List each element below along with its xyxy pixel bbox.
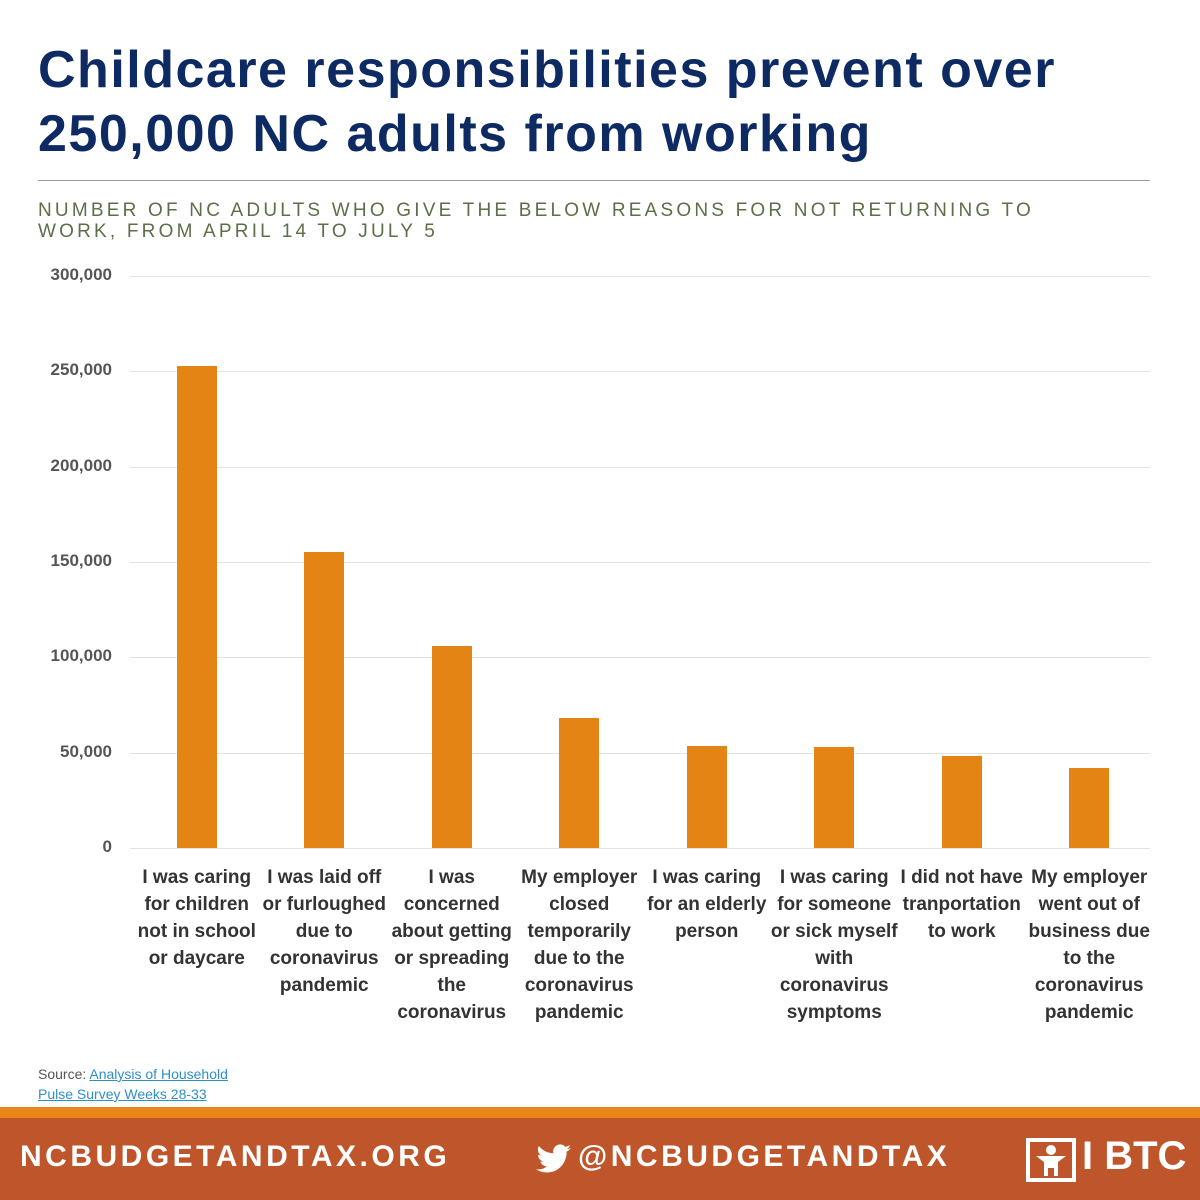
x-tick-label: I was caring for an elderly person xyxy=(647,867,767,942)
footer-stripe xyxy=(0,1107,1200,1118)
grid-line xyxy=(130,276,1150,277)
y-tick-label: 50,000 xyxy=(60,741,112,761)
twitter-handle: @NCBUDGETANDTAX xyxy=(578,1140,951,1173)
bar xyxy=(559,718,600,848)
y-tick-label: 0 xyxy=(102,837,112,856)
website: NCBUDGETANDTAX.ORG xyxy=(20,1140,451,1173)
bar xyxy=(941,756,982,848)
x-tick-label: I was concerned about getting or spreadi… xyxy=(391,867,512,1023)
bar xyxy=(304,552,345,848)
grid-line xyxy=(130,466,1150,468)
x-tick-label: My employer went out of business due to … xyxy=(1028,867,1150,1023)
twitter-icon xyxy=(536,1144,571,1173)
source-link[interactable]: Analysis of Household Pulse Survey Weeks… xyxy=(38,1066,228,1102)
x-tick-label: I was caring for children not in school … xyxy=(137,867,256,969)
y-tick-label: 150,000 xyxy=(50,551,112,570)
title-rule xyxy=(38,180,1150,181)
x-tick-label: I was laid off or furloughed due to coro… xyxy=(262,867,386,996)
x-tick-label: I did not have tranportation to work xyxy=(900,867,1023,942)
bar xyxy=(176,365,217,848)
grid-line xyxy=(130,562,1150,563)
logo-text: I BTC xyxy=(1082,1134,1187,1178)
y-tick-label: 300,000 xyxy=(50,265,112,284)
footer: NCBUDGETANDTAX.ORG @NCBUDGETANDTAX I BTC xyxy=(0,1118,1200,1200)
source-label: Source: xyxy=(38,1066,87,1082)
logo-icon xyxy=(1026,1138,1076,1182)
x-tick-label: I was caring for someone or sick myself … xyxy=(770,867,898,1023)
y-tick-label: 200,000 xyxy=(50,455,112,475)
grid-line xyxy=(130,752,1150,754)
grid-line xyxy=(130,371,1150,373)
bar xyxy=(1069,767,1110,848)
bar xyxy=(814,746,855,848)
grid-line xyxy=(130,657,1150,659)
bar xyxy=(431,645,472,848)
x-tick-label: My employer closed temporarily due to th… xyxy=(521,867,638,1023)
source: Source: Analysis of Household Pulse Surv… xyxy=(38,1064,238,1104)
grid-line xyxy=(130,848,1150,849)
y-tick-label: 250,000 xyxy=(50,360,112,380)
chart-subtitle: NUMBER OF NC ADULTS WHO GIVE THE BELOW R… xyxy=(38,200,1034,242)
chart-title: Childcare responsibilities prevent over … xyxy=(38,41,1056,163)
y-tick-label: 100,000 xyxy=(50,646,112,666)
bar xyxy=(686,745,727,848)
